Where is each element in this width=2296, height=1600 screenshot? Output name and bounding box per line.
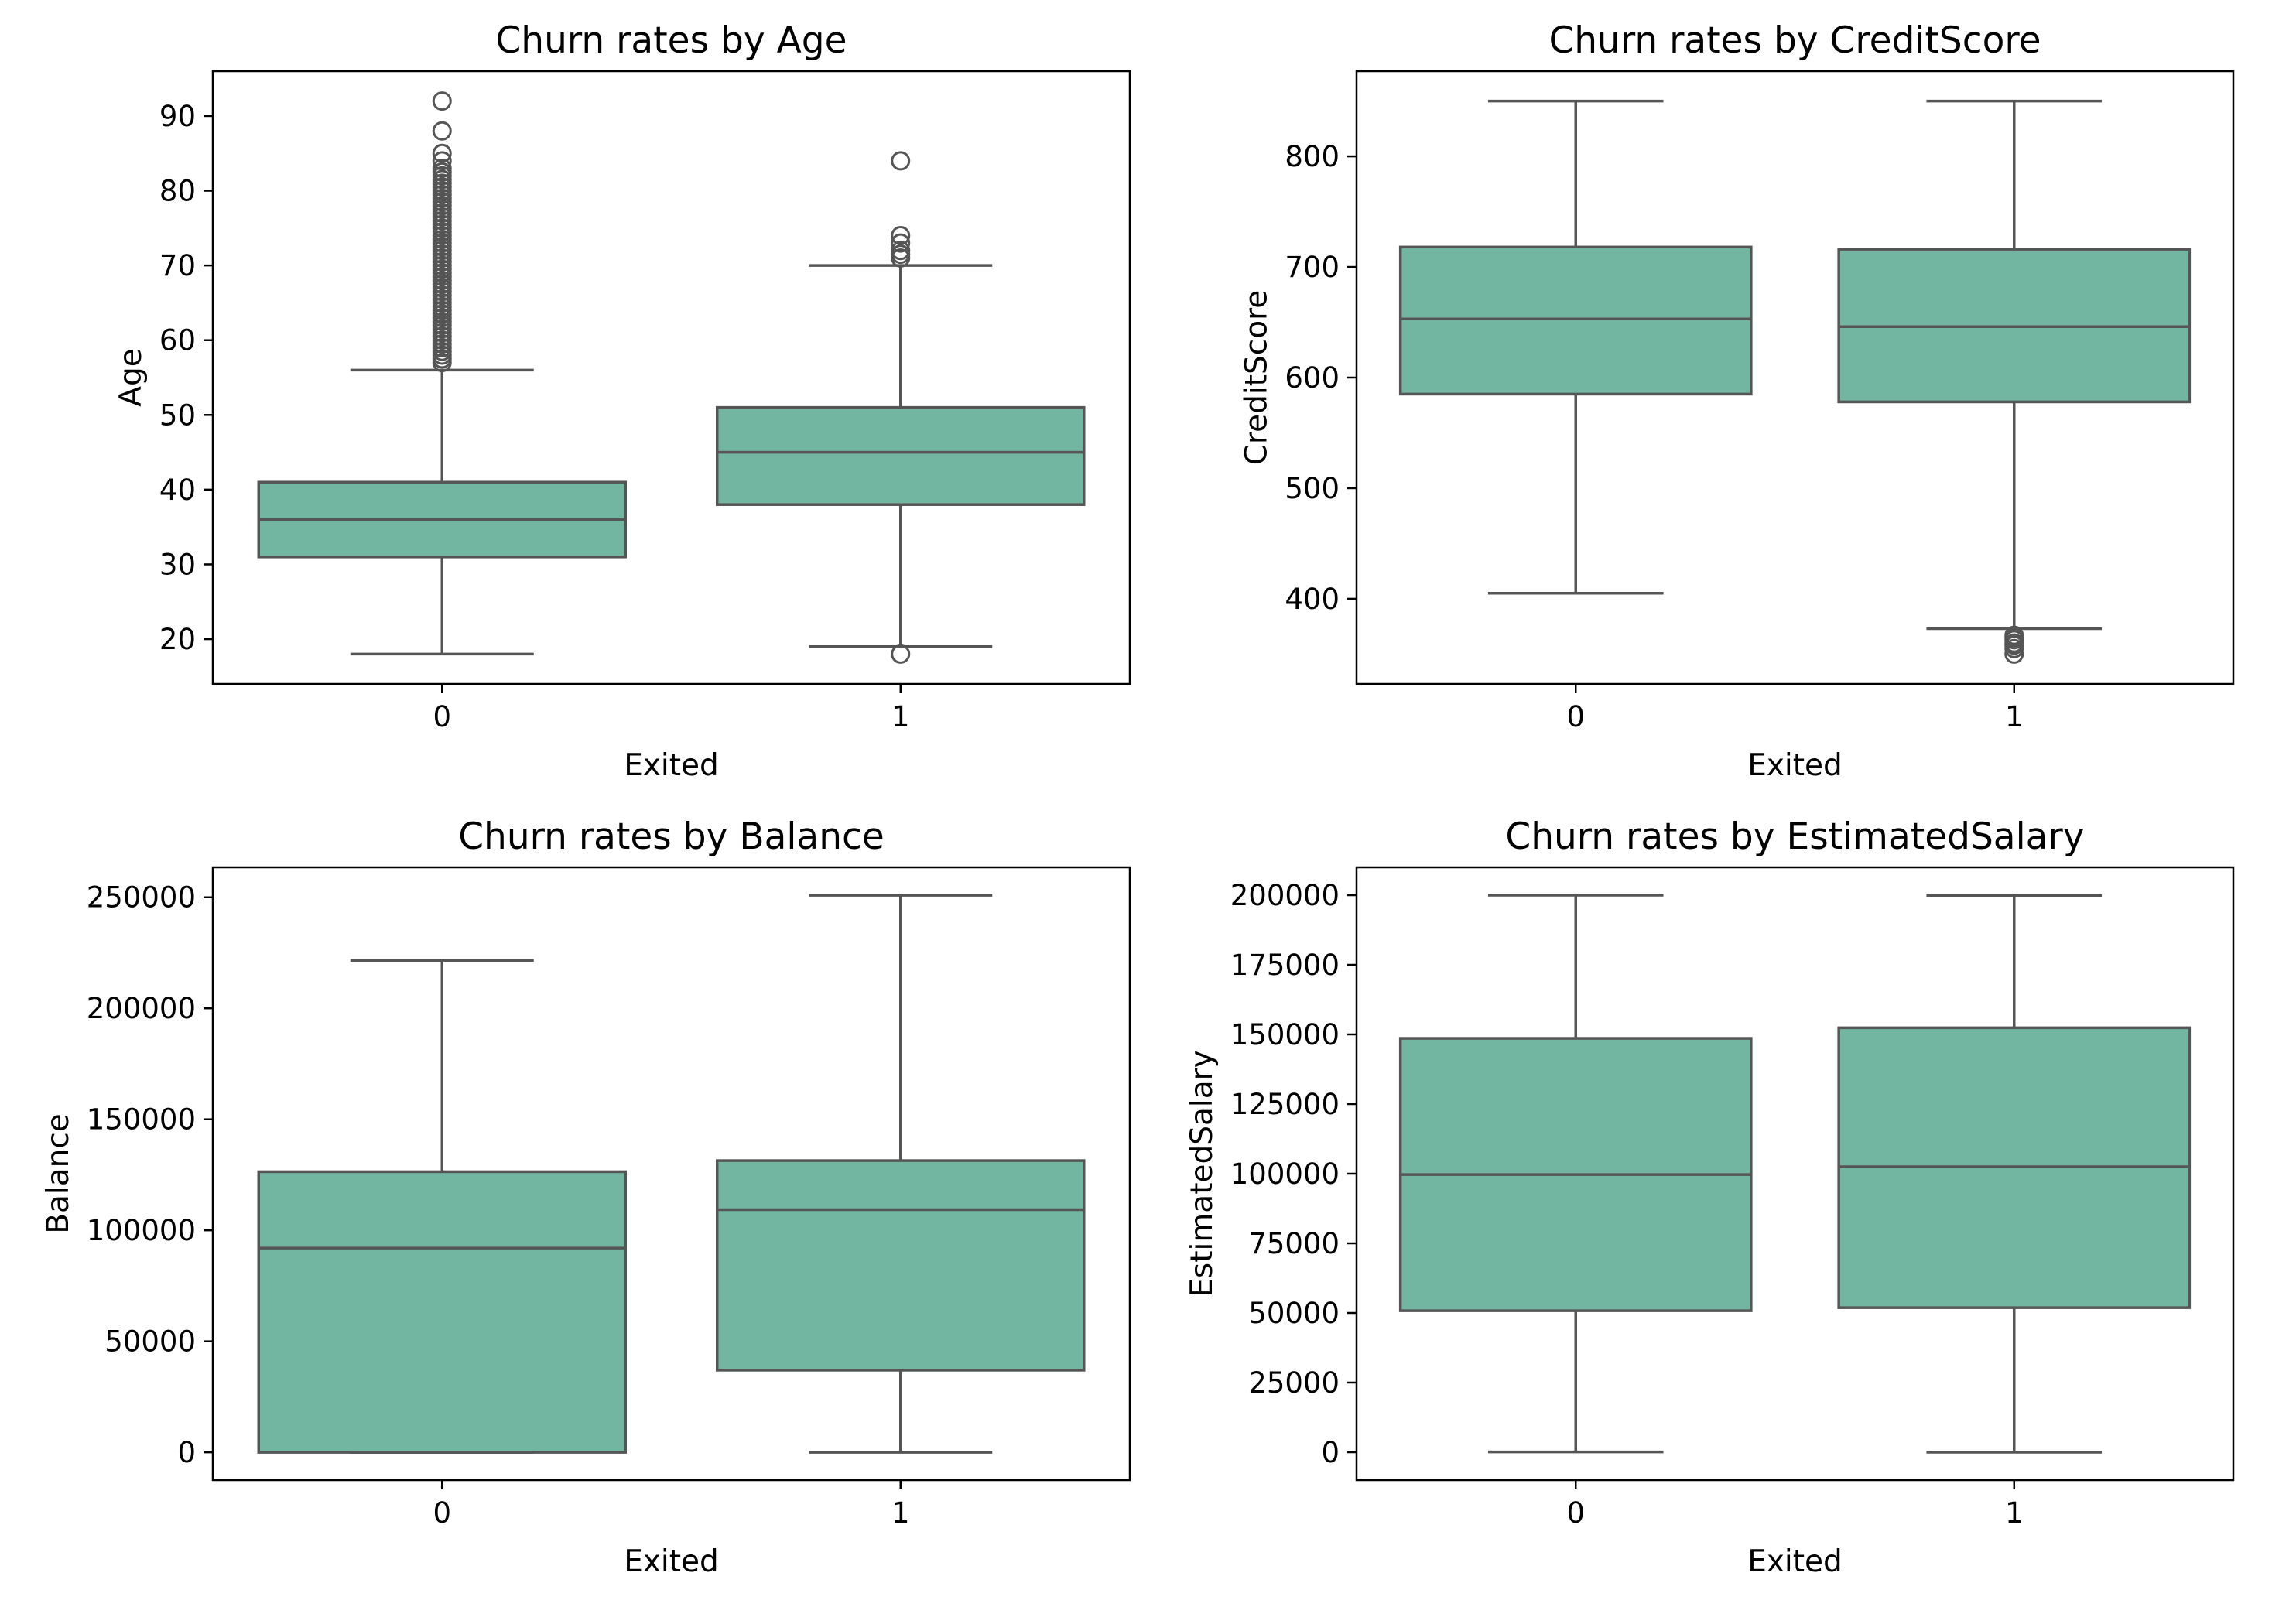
y-tick-label: 800 xyxy=(1285,140,1340,173)
y-tick-label: 0 xyxy=(1321,1436,1340,1469)
chart-title: Churn rates by Age xyxy=(495,19,847,62)
outlier-point xyxy=(2004,625,2024,645)
y-tick-label: 80 xyxy=(159,175,196,208)
axes-frame xyxy=(1355,70,2235,685)
outlier-point xyxy=(891,225,911,245)
x-axis-label: Exited xyxy=(1747,748,1843,783)
y-tick-label: 175000 xyxy=(1230,949,1340,982)
x-tick-label: 0 xyxy=(1566,700,1585,733)
iqr-box xyxy=(716,405,1086,506)
outlier-point xyxy=(891,151,911,171)
subplot-age: Churn rates by Age Exited Age 20 30 40 50 60… xyxy=(114,19,1131,783)
y-tick-label: 250000 xyxy=(87,881,196,915)
outlier-point xyxy=(432,121,452,141)
y-tick-label: 200000 xyxy=(87,992,196,1025)
box-group-1 xyxy=(716,894,1086,1454)
box-group-0 xyxy=(257,959,627,1454)
outlier-point xyxy=(891,233,911,253)
x-tick-label: 1 xyxy=(891,700,910,733)
y-tick-label: 0 xyxy=(177,1436,196,1469)
box-group-0 xyxy=(1398,894,1753,1454)
outlier-point xyxy=(432,159,452,179)
y-tick-label: 50000 xyxy=(104,1325,196,1359)
axes-frame xyxy=(211,866,1131,1482)
y-tick-label: 20 xyxy=(159,623,196,656)
x-tick-label: 1 xyxy=(2005,700,2024,733)
box-group-1 xyxy=(716,151,1086,664)
chart-title: Churn rates by Balance xyxy=(458,815,885,858)
iqr-box xyxy=(716,1159,1086,1372)
chart-title: Churn rates by CreditScore xyxy=(1548,19,2041,62)
x-tick-label: 1 xyxy=(891,1496,910,1530)
subplot-creditscore: Churn rates by CreditScore Exited Credit… xyxy=(1240,19,2235,783)
outlier-point xyxy=(891,644,911,664)
y-tick-label: 50000 xyxy=(1248,1297,1340,1330)
y-tick-label: 60 xyxy=(159,324,196,357)
y-axis-label: EstimatedSalary xyxy=(1185,1050,1220,1297)
axes-frame xyxy=(1355,866,2235,1482)
axes-frame xyxy=(211,70,1131,685)
y-axis-label: Age xyxy=(114,348,149,406)
y-tick-label: 150000 xyxy=(87,1103,196,1137)
x-tick-label: 0 xyxy=(1566,1496,1585,1530)
y-tick-label: 125000 xyxy=(1230,1088,1340,1121)
outlier-point xyxy=(891,241,911,261)
outlier-point xyxy=(432,143,452,163)
iqr-box xyxy=(257,1170,627,1454)
y-tick-label: 400 xyxy=(1285,583,1340,616)
x-axis-label: Exited xyxy=(1747,1544,1843,1579)
y-tick-label: 75000 xyxy=(1248,1227,1340,1260)
y-tick-label: 100000 xyxy=(87,1214,196,1247)
box-group-1 xyxy=(1837,99,2192,664)
x-axis-label: Exited xyxy=(624,1544,719,1579)
y-tick-label: 600 xyxy=(1285,361,1340,395)
x-tick-label: 0 xyxy=(433,700,451,733)
subplot-estimatedsalary: Churn rates by EstimatedSalary Exited Es… xyxy=(1185,815,2235,1579)
y-tick-label: 70 xyxy=(159,249,196,282)
iqr-box xyxy=(1398,245,1753,396)
box-group-0 xyxy=(1398,99,1753,595)
y-tick-label: 40 xyxy=(159,474,196,507)
x-tick-label: 1 xyxy=(2005,1496,2024,1530)
y-tick-label: 25000 xyxy=(1248,1366,1340,1400)
y-tick-label: 30 xyxy=(159,548,196,581)
box-group-1 xyxy=(1837,894,2192,1454)
y-tick-label: 500 xyxy=(1285,472,1340,505)
y-axis-label: CreditScore xyxy=(1240,290,1275,466)
y-tick-label: 90 xyxy=(159,100,196,133)
box-group-0 xyxy=(257,91,627,656)
y-tick-label: 150000 xyxy=(1230,1018,1340,1051)
y-tick-label: 50 xyxy=(159,398,196,432)
outlier-point xyxy=(432,91,452,111)
y-tick-label: 200000 xyxy=(1230,879,1340,912)
subplot-balance: Churn rates by Balance Exited Balance 0 5… xyxy=(41,815,1131,1579)
y-axis-label: Balance xyxy=(41,1113,76,1234)
y-tick-label: 100000 xyxy=(1230,1157,1340,1191)
outlier-point xyxy=(432,151,452,171)
chart-title: Churn rates by EstimatedSalary xyxy=(1505,815,2084,858)
y-tick-label: 700 xyxy=(1285,251,1340,284)
x-axis-label: Exited xyxy=(624,748,719,783)
x-tick-label: 0 xyxy=(433,1496,451,1530)
